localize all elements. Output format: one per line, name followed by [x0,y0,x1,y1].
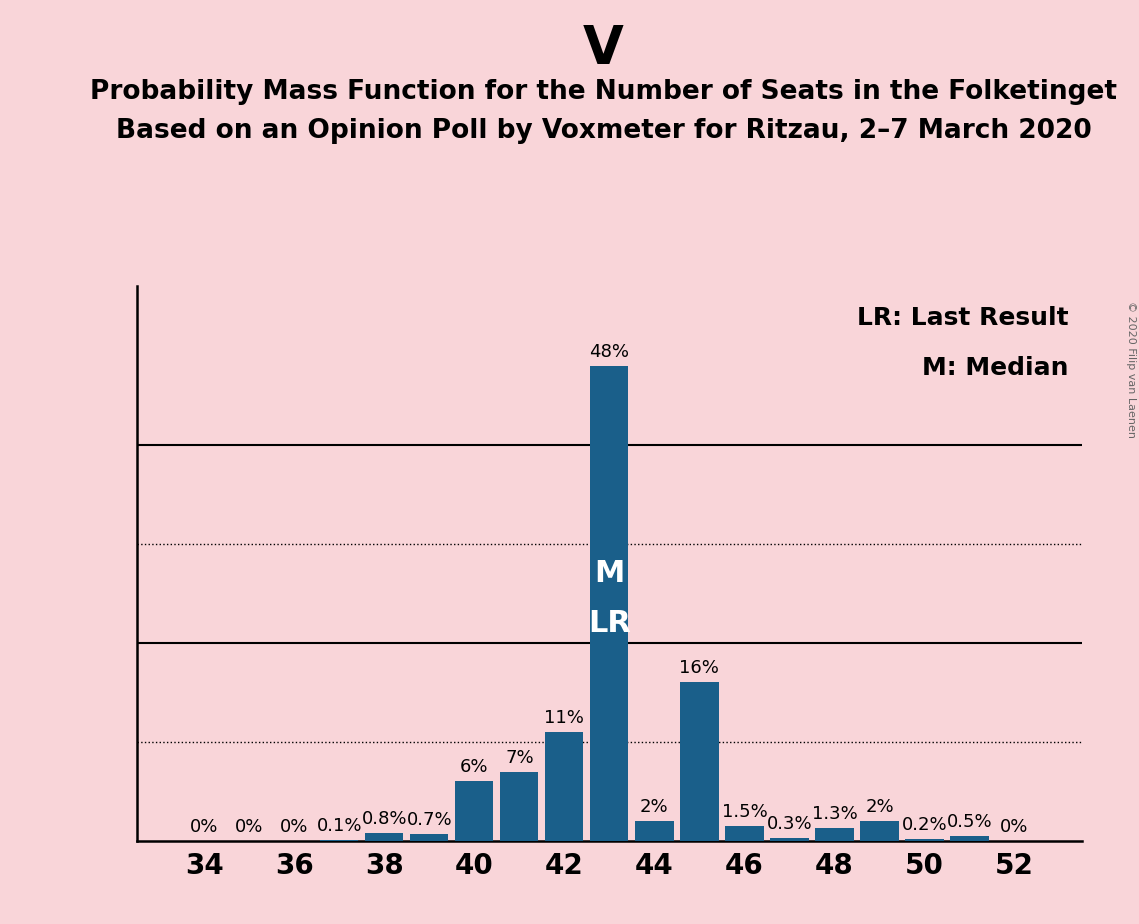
Bar [500,772,539,841]
Text: 0%: 0% [190,818,219,836]
Bar [456,782,493,841]
Bar [410,833,449,841]
Bar [546,732,583,841]
Text: © 2020 Filip van Laenen: © 2020 Filip van Laenen [1126,301,1136,438]
Text: 2%: 2% [640,798,669,816]
Text: 0.5%: 0.5% [947,813,992,831]
Bar [860,821,899,841]
Text: 0%: 0% [280,818,309,836]
Bar [636,821,673,841]
Text: 7%: 7% [505,748,534,767]
Text: 2%: 2% [866,798,894,816]
Text: 0.7%: 0.7% [407,811,452,829]
Bar [770,838,809,841]
Text: V: V [583,23,624,75]
Bar [950,836,989,841]
Text: M: Median: M: Median [923,356,1068,380]
Text: 0.8%: 0.8% [361,810,407,828]
Text: 1.5%: 1.5% [721,803,768,821]
Text: 0.1%: 0.1% [317,817,362,835]
Text: Based on an Opinion Poll by Voxmeter for Ritzau, 2–7 March 2020: Based on an Opinion Poll by Voxmeter for… [116,118,1091,144]
Bar [906,839,943,841]
Text: 6%: 6% [460,759,489,776]
Text: 48%: 48% [589,343,630,360]
Text: Probability Mass Function for the Number of Seats in the Folketinget: Probability Mass Function for the Number… [90,79,1117,104]
Text: 0.2%: 0.2% [902,816,948,833]
Bar [366,833,403,841]
Bar [726,826,763,841]
Text: 0.3%: 0.3% [767,815,812,833]
Text: 1.3%: 1.3% [812,805,858,823]
Text: 0%: 0% [235,818,263,836]
Text: 16%: 16% [680,660,720,677]
Bar [816,828,853,841]
Bar [590,366,629,841]
Text: 11%: 11% [544,709,584,727]
Text: LR: LR [588,609,631,638]
Bar [680,683,719,841]
Bar [320,840,359,841]
Text: 0%: 0% [1000,818,1029,836]
Text: M: M [595,559,624,588]
Text: LR: Last Result: LR: Last Result [857,306,1068,330]
